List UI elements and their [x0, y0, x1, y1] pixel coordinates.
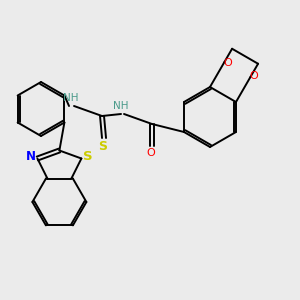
Text: O: O [224, 58, 233, 68]
Text: N: N [26, 150, 35, 163]
Text: NH: NH [113, 101, 129, 111]
Text: O: O [250, 71, 259, 81]
Text: S: S [98, 140, 107, 152]
Text: NH: NH [63, 93, 79, 103]
Text: S: S [82, 150, 92, 163]
Text: O: O [147, 148, 155, 158]
